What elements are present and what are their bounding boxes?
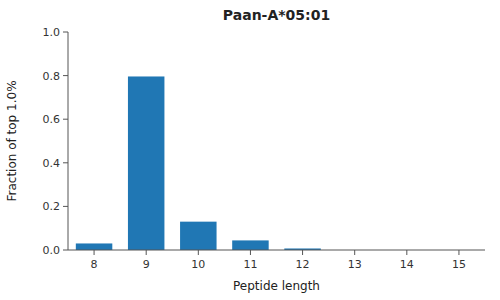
x-tick [302, 250, 303, 255]
x-tick [250, 250, 251, 255]
y-tick-label: 1.0 [43, 26, 61, 39]
x-tick [354, 250, 355, 255]
y-tick-label: 0.8 [43, 70, 61, 83]
y-tick-label: 0.0 [43, 244, 61, 257]
x-tick-label: 10 [191, 258, 205, 271]
y-tick [63, 32, 68, 33]
x-tick [94, 250, 95, 255]
x-tick-label: 15 [452, 258, 466, 271]
x-tick-label: 14 [400, 258, 414, 271]
y-tick [63, 250, 68, 251]
title: Paan-A*05:01 [223, 7, 330, 23]
x-tick-label: 9 [143, 258, 150, 271]
bar [76, 243, 112, 250]
y-axis-label: Fraction of top 1.0% [5, 80, 19, 201]
x-tick [458, 250, 459, 255]
x-tick-label: 13 [348, 258, 362, 271]
y-tick [63, 206, 68, 207]
chart: 0.0 0.2 0.4 0.6 0.8 1.0 8 9 10 11 12 13 14 15 Paan-A*0… [0, 0, 500, 300]
y-tick-label: 0.4 [43, 157, 61, 170]
bars [76, 76, 321, 250]
x-tick [406, 250, 407, 255]
y-tick [63, 162, 68, 163]
x-tick-label: 12 [296, 258, 310, 271]
y-tick-label: 0.2 [43, 200, 61, 213]
x-tick-label: 8 [91, 258, 98, 271]
y-tick [63, 75, 68, 76]
x-tick [198, 250, 199, 255]
y-tick-label: 0.6 [43, 113, 61, 126]
x-axis-label: Peptide length [233, 279, 320, 293]
bar [232, 240, 268, 250]
x-tick [146, 250, 147, 255]
y-tick [63, 119, 68, 120]
bar [128, 76, 164, 250]
x-tick-label: 11 [243, 258, 257, 271]
y-axis [68, 32, 69, 250]
bar [180, 222, 216, 250]
x-axis [68, 250, 485, 251]
